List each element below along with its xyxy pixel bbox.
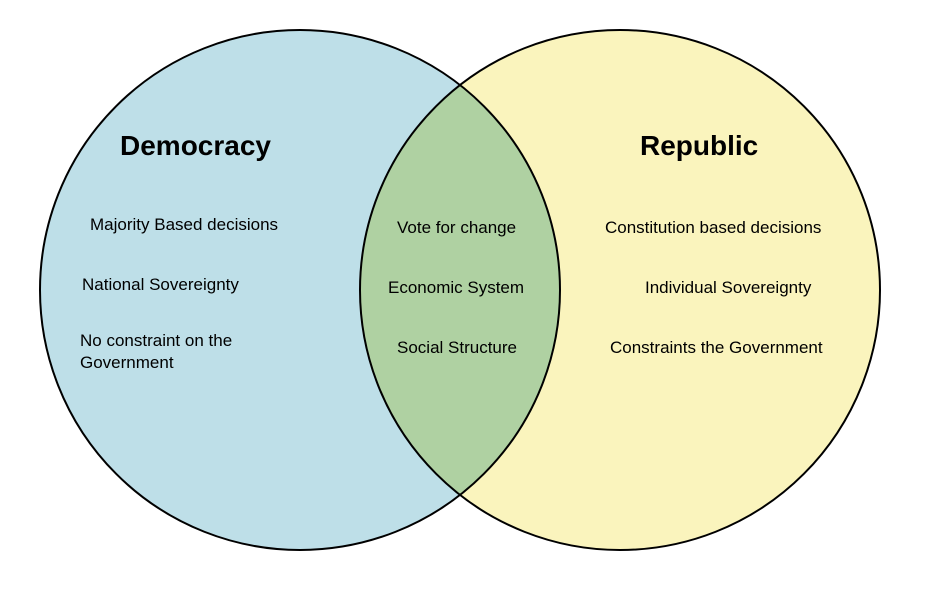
venn-diagram: Democracy Republic Majority Based decisi… [0,0,926,594]
left-item-2: No constraint on the Government [80,330,280,374]
overlap-item-1: Economic System [388,278,524,298]
left-item-0: Majority Based decisions [90,215,320,235]
right-title: Republic [640,130,758,162]
left-item-1: National Sovereignty [82,275,312,295]
left-title: Democracy [120,130,271,162]
right-item-0: Constitution based decisions [605,218,865,238]
overlap-item-2: Social Structure [397,338,517,358]
overlap-item-0: Vote for change [397,218,516,238]
right-item-2: Constraints the Government [610,338,870,358]
right-item-1: Individual Sovereignty [645,278,875,298]
